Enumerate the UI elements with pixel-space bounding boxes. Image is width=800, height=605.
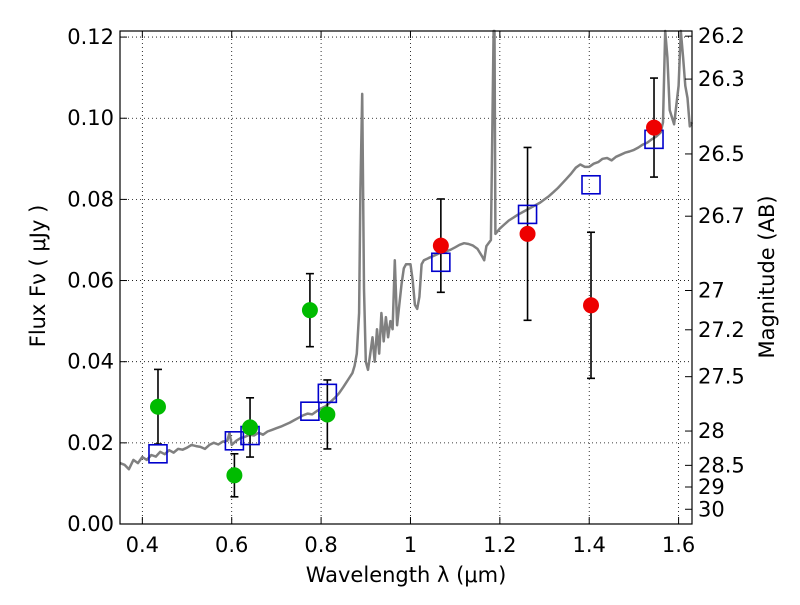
observed-flux-point <box>226 467 243 484</box>
observed-flux-point <box>583 297 600 314</box>
x-tick-label: 0.6 <box>215 533 248 557</box>
model-flux-square <box>148 444 168 464</box>
observed-flux-point <box>149 398 166 415</box>
mag-tick-label: 27.5 <box>698 365 745 389</box>
y-tick-label: 0.10 <box>67 106 114 130</box>
model-flux-square <box>224 431 245 451</box>
observed-flux-point <box>519 225 536 242</box>
x-tick-label: 1 <box>404 533 417 557</box>
model-flux-square <box>581 174 601 195</box>
observed-flux-point <box>432 237 449 254</box>
x-axis-label: Wavelength λ (μm) <box>306 563 507 587</box>
y-tick-label: 0.00 <box>67 512 114 536</box>
x-tick-labels: 0.4 0.6 0.8 1 1.2 1.4 1.6 <box>126 533 696 557</box>
x-tick-label: 1.2 <box>483 533 516 557</box>
y2-axis-label: Magnitude (AB) <box>755 195 779 358</box>
observed-flux-point <box>242 419 259 436</box>
plot-area <box>120 31 692 524</box>
y-tick-label: 0.08 <box>67 187 114 211</box>
x-tick-label: 0.4 <box>126 533 159 557</box>
model-flux-square <box>517 204 538 225</box>
y-tick-label: 0.04 <box>67 350 114 374</box>
model-flux-square <box>317 383 338 404</box>
mag-tick-label: 26.2 <box>698 24 745 48</box>
observed-flux-point <box>301 302 318 319</box>
y-tick-labels: 0.00 0.02 0.04 0.06 0.08 0.10 0.12 <box>67 25 114 536</box>
model-spectrum-line <box>119 29 694 471</box>
mag-tick-label: 30 <box>698 497 725 521</box>
mag-tick-label: 27.2 <box>698 318 745 342</box>
y-tick-label: 0.06 <box>67 269 114 293</box>
model-spectrum <box>119 29 694 471</box>
mag-tick-label: 26.5 <box>698 142 745 166</box>
mag-tick-label: 28.5 <box>698 453 745 477</box>
mag-tick-label: 26.3 <box>698 67 745 91</box>
observed-photometry <box>149 119 663 484</box>
observed-flux-point <box>646 119 663 136</box>
observed-flux-point <box>319 406 336 423</box>
plot-frame <box>119 30 693 525</box>
mag-tick-label: 27 <box>698 279 725 303</box>
x-tick-label: 0.8 <box>304 533 337 557</box>
model-flux-square <box>300 401 320 421</box>
x-tick-label: 1.6 <box>662 533 695 557</box>
mag-tick-label: 29 <box>698 475 725 499</box>
mag-tick-label: 28 <box>698 419 725 443</box>
y-tick-label: 0.12 <box>67 25 114 49</box>
x-tick-label: 1.4 <box>573 533 606 557</box>
axis-ticks <box>120 31 692 525</box>
mag-tick-label: 26.7 <box>698 204 745 228</box>
y-tick-label: 0.02 <box>67 431 114 455</box>
y-axis-label: Flux Fν ( μJy ) <box>26 205 50 348</box>
